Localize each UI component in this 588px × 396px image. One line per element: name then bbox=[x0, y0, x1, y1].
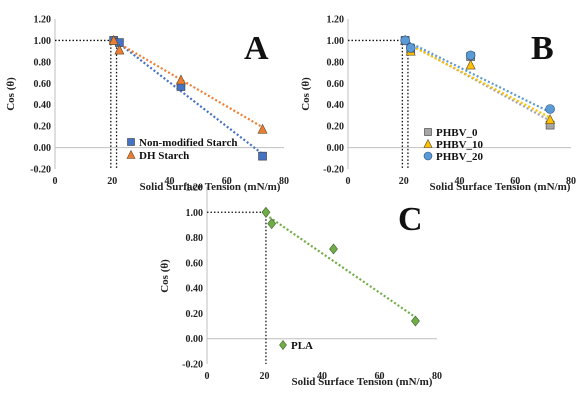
data-point bbox=[465, 59, 476, 70]
x-tick-label: 60 bbox=[222, 176, 232, 187]
legend-label: PHBV_10 bbox=[436, 139, 484, 151]
y-tick-label: 0.40 bbox=[327, 100, 345, 111]
data-point bbox=[545, 104, 555, 114]
legend-marker bbox=[126, 149, 136, 159]
y-tick-label: 0.00 bbox=[327, 143, 345, 154]
data-point bbox=[411, 315, 420, 327]
y-axis-title: Cos (θ) bbox=[159, 259, 171, 293]
data-point bbox=[329, 243, 338, 255]
y-tick-label: 1.20 bbox=[327, 15, 345, 26]
data-point bbox=[267, 218, 277, 230]
trendline bbox=[113, 38, 264, 155]
data-point bbox=[545, 114, 556, 125]
x-tick-label: 60 bbox=[510, 176, 520, 187]
chart-panel-b: -0.20 0.00 0.20 0.40 0.60 0.80 1.00 1.20 0 20 40 60… bbox=[300, 15, 576, 194]
y-tick-label: 0.40 bbox=[34, 100, 52, 111]
x-tick-label: 0 bbox=[53, 176, 58, 187]
y-tick-label: 0.80 bbox=[34, 57, 52, 68]
y-tick-label: 1.20 bbox=[186, 183, 204, 194]
x-tick-label: 40 bbox=[317, 371, 327, 382]
data-point bbox=[257, 123, 268, 134]
x-tick-label: 80 bbox=[566, 176, 576, 187]
y-tick-label: 1.00 bbox=[327, 36, 345, 47]
legend-marker bbox=[423, 151, 433, 161]
y-tick-label: 0.40 bbox=[186, 284, 204, 295]
data-point bbox=[405, 43, 416, 53]
y-tick-label: -0.20 bbox=[30, 165, 51, 176]
legend-label: DH Starch bbox=[139, 150, 189, 162]
y-tick-label: -0.20 bbox=[323, 165, 344, 176]
y-tick-label: 0.20 bbox=[327, 122, 345, 133]
trendline bbox=[404, 39, 551, 114]
y-axis-title: Cos (θ) bbox=[5, 77, 17, 111]
data-point bbox=[108, 34, 119, 45]
y-tick-label: 0.00 bbox=[186, 334, 204, 345]
x-tick-label: 40 bbox=[165, 176, 175, 187]
x-axis-title: Solid Surface Tension (mN/m) bbox=[292, 376, 433, 388]
x-tick-label: 80 bbox=[279, 176, 289, 187]
y-tick-label: 0.20 bbox=[34, 122, 52, 133]
data-point bbox=[114, 44, 125, 55]
data-point bbox=[465, 50, 476, 61]
x-tick-label: 60 bbox=[375, 371, 385, 382]
trendline bbox=[113, 39, 264, 129]
y-tick-label: 0.60 bbox=[327, 79, 345, 90]
y-tick-label: 1.00 bbox=[186, 208, 204, 219]
x-axis-title: Solid Surface Tension (mN/m) bbox=[140, 181, 281, 193]
legend-label: PHBV_20 bbox=[436, 151, 484, 163]
x-tick-label: 40 bbox=[455, 176, 465, 187]
data-point bbox=[400, 35, 410, 46]
y-tick-label: 0.20 bbox=[186, 309, 204, 320]
x-tick-label: 20 bbox=[399, 176, 409, 187]
x-tick-label: 80 bbox=[432, 371, 442, 382]
panel-letter: A bbox=[244, 30, 269, 67]
y-tick-label: 0.00 bbox=[34, 143, 52, 154]
chart-panel-a: -0.20 0.00 0.20 0.40 0.60 0.80 1.00 1.20 0 20 40 60… bbox=[5, 15, 289, 194]
y-tick-label: 0.80 bbox=[327, 57, 345, 68]
data-point bbox=[261, 206, 271, 218]
legend-marker bbox=[279, 340, 287, 350]
panel-letter: B bbox=[531, 30, 554, 67]
data-point bbox=[258, 151, 267, 161]
x-tick-label: 0 bbox=[346, 176, 351, 187]
panel-letter: C bbox=[398, 201, 423, 238]
legend-label: PHBV_0 bbox=[436, 127, 478, 139]
x-tick-label: 0 bbox=[205, 371, 210, 382]
legend-label: Non-modified Starch bbox=[139, 137, 238, 149]
y-axis-title: Cos (θ) bbox=[300, 77, 312, 111]
y-tick-label: 1.00 bbox=[34, 36, 52, 47]
y-tick-label: -0.20 bbox=[182, 360, 203, 371]
x-axis-title: Solid Surface Tension (mN/m) bbox=[430, 181, 571, 193]
chart-panel-c: -0.20 0.00 0.20 0.40 0.60 0.80 1.00 1.20 0 20 40 60… bbox=[159, 183, 442, 389]
legend-marker bbox=[424, 128, 432, 136]
x-tick-label: 20 bbox=[107, 176, 117, 187]
y-tick-label: 1.20 bbox=[34, 15, 52, 26]
data-point bbox=[175, 74, 186, 85]
y-tick-label: 0.60 bbox=[186, 258, 204, 269]
legend-marker bbox=[127, 138, 135, 146]
trendline bbox=[404, 40, 551, 122]
trendline bbox=[404, 41, 551, 119]
legend-label: PLA bbox=[291, 340, 313, 352]
y-tick-label: 0.60 bbox=[34, 79, 52, 90]
trendline bbox=[265, 213, 417, 319]
legend-marker bbox=[423, 138, 433, 148]
x-tick-label: 20 bbox=[260, 371, 270, 382]
y-tick-label: 0.80 bbox=[186, 233, 204, 244]
